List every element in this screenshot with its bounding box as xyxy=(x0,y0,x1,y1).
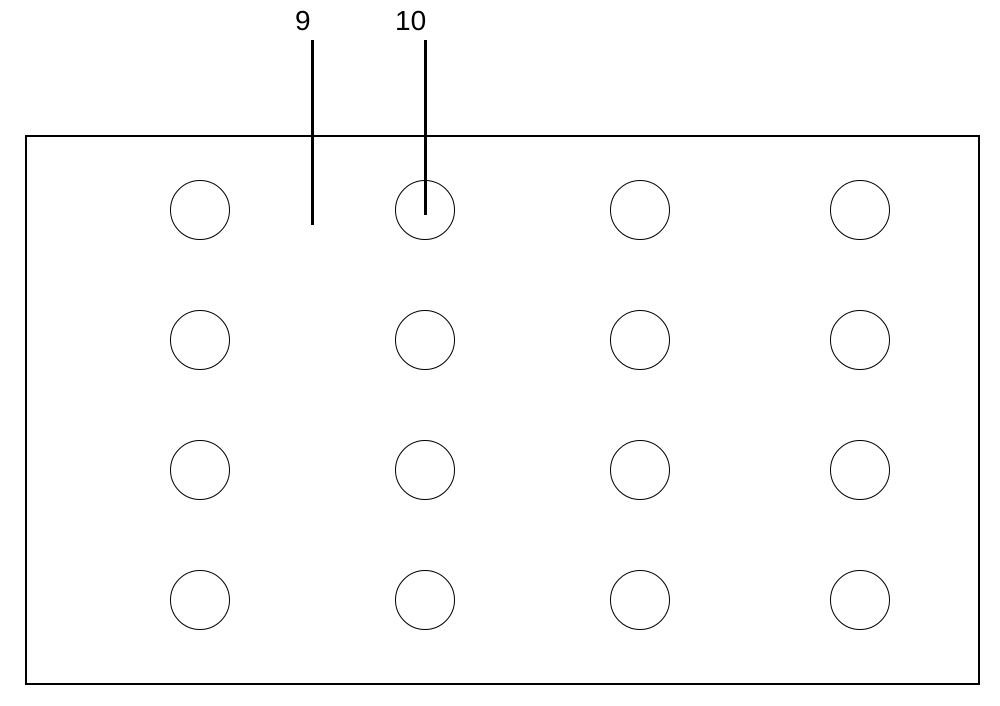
hole-circle xyxy=(610,310,670,370)
annotation-label: 9 xyxy=(295,5,311,37)
hole-circle xyxy=(395,310,455,370)
hole-circle xyxy=(830,180,890,240)
hole-circle xyxy=(830,440,890,500)
hole-circle xyxy=(170,310,230,370)
hole-circle xyxy=(610,440,670,500)
hole-circle xyxy=(395,440,455,500)
hole-circle xyxy=(830,570,890,630)
hole-circle xyxy=(170,440,230,500)
annotation-label: 10 xyxy=(395,5,426,37)
hole-circle xyxy=(830,310,890,370)
hole-circle xyxy=(170,180,230,240)
hole-circle xyxy=(395,570,455,630)
leader-line xyxy=(424,40,427,215)
hole-circle xyxy=(610,180,670,240)
hole-circle xyxy=(610,570,670,630)
hole-circle xyxy=(170,570,230,630)
leader-line xyxy=(311,40,314,225)
